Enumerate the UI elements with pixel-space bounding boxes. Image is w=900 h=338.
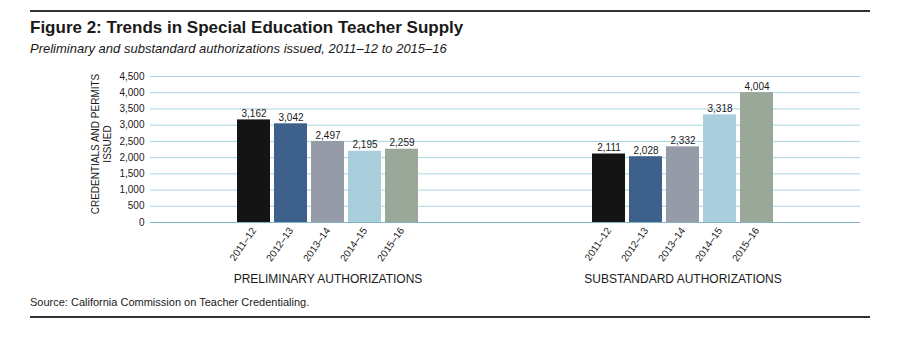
- svg-text:2013–14: 2013–14: [301, 225, 333, 264]
- svg-text:SUBSTANDARD AUTHORIZATIONS: SUBSTANDARD AUTHORIZATIONS: [584, 272, 782, 286]
- svg-text:PRELIMINARY AUTHORIZATIONS: PRELIMINARY AUTHORIZATIONS: [234, 272, 423, 286]
- svg-text:2012–13: 2012–13: [619, 225, 651, 264]
- svg-text:3,042: 3,042: [278, 112, 303, 123]
- svg-text:0: 0: [139, 217, 145, 228]
- svg-text:3,318: 3,318: [707, 103, 732, 114]
- svg-text:4,000: 4,000: [119, 87, 144, 98]
- svg-text:2011–12: 2011–12: [227, 225, 258, 263]
- svg-text:3,500: 3,500: [119, 103, 144, 114]
- html-text:Preliminary and substandard au: Preliminary and substandard authorizatio…: [30, 41, 447, 56]
- svg-text:2014–15: 2014–15: [693, 225, 725, 264]
- svg-text:500: 500: [128, 200, 145, 211]
- html-text:Figure 2: Trends in Special Ed: Figure 2: Trends in Special Education Te…: [30, 18, 464, 37]
- svg-text:2012–13: 2012–13: [264, 225, 296, 264]
- html-text:CREDENTIALS AND PERMITS ISSUED: CREDENTIALS AND PERMITS ISSUED: [90, 73, 113, 215]
- svg-text:2,028: 2,028: [633, 145, 658, 156]
- svg-text:2011–12: 2011–12: [582, 225, 613, 263]
- svg-text:1,500: 1,500: [119, 168, 144, 179]
- svg-text:3,162: 3,162: [241, 108, 266, 119]
- svg-text:3,000: 3,000: [119, 119, 144, 130]
- svg-text:1,000: 1,000: [119, 184, 144, 195]
- html-text:Source: California Commission: Source: California Commission on Teacher…: [30, 296, 310, 308]
- svg-text:2,500: 2,500: [119, 136, 144, 147]
- svg-text:2015–16: 2015–16: [730, 225, 762, 264]
- svg-text:2,497: 2,497: [315, 130, 340, 141]
- svg-text:2014–15: 2014–15: [338, 225, 370, 264]
- svg-text:2,259: 2,259: [389, 137, 414, 148]
- svg-text:2,332: 2,332: [670, 135, 695, 146]
- svg-text:2,111: 2,111: [597, 142, 621, 153]
- svg-text:2,000: 2,000: [119, 152, 144, 163]
- svg-text:4,500: 4,500: [119, 71, 144, 82]
- svg-text:2013–14: 2013–14: [656, 225, 688, 264]
- svg-text:2,195: 2,195: [352, 139, 377, 150]
- svg-text:2015–16: 2015–16: [375, 225, 407, 264]
- svg-text:4,004: 4,004: [744, 81, 769, 92]
